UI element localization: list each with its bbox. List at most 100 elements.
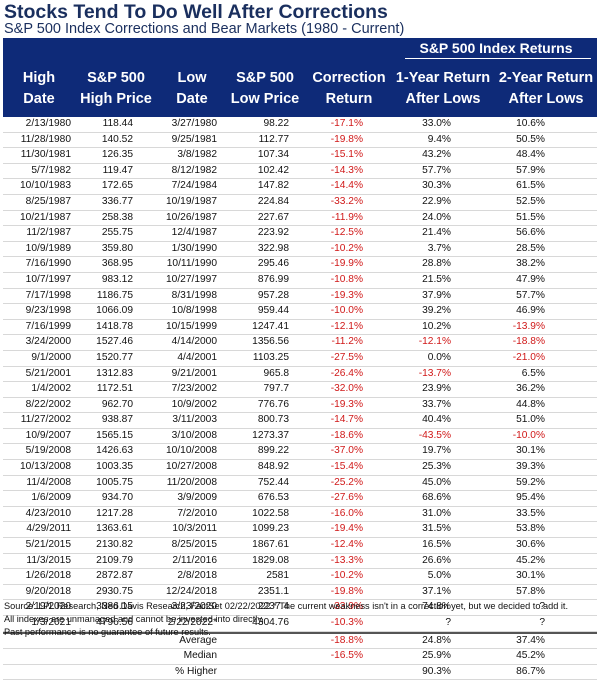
- cell-low-date: 9/25/1981: [171, 133, 217, 145]
- cell-high-date: 1/26/2018: [25, 570, 71, 582]
- cell-one-year-return: 9.4%: [427, 133, 451, 145]
- cell-low-price: 112.77: [258, 133, 289, 145]
- cell-correction-return: -19.8%: [330, 585, 363, 597]
- table-row: 5/21/2015 2130.82 8/25/2015 1867.61 -12.4% 16…: [3, 538, 597, 554]
- cell-correction-return: -19.3%: [330, 398, 363, 410]
- cell-low-price: 1829.08: [252, 554, 289, 566]
- page-subtitle: S&P 500 Index Corrections and Bear Marke…: [4, 21, 405, 37]
- cell-correction-return: -19.4%: [330, 523, 363, 535]
- cell-low-date: 10/19/1987: [166, 195, 217, 207]
- cell-low-date: 2/8/2018: [177, 570, 217, 582]
- cell-low-price: 322.98: [257, 242, 289, 254]
- cell-low-date: 8/31/1998: [171, 289, 217, 301]
- table-row: 1/6/2009 934.70 3/9/2009 676.53 -27.6% 68.6% 9…: [3, 491, 597, 507]
- cell-low-date: 10/8/1998: [171, 305, 217, 317]
- cell-high-price: 336.77: [101, 195, 133, 207]
- col-head-high-price: S&P 500 High Price: [80, 70, 152, 107]
- cell-low-price: 98.22: [263, 118, 290, 129]
- page-title: Stocks Tend To Do Well After Corrections: [4, 1, 388, 23]
- cell-one-year-return: 45.0%: [422, 476, 451, 488]
- summary-correction: -16.5%: [330, 650, 363, 662]
- cell-correction-return: -33.2%: [330, 195, 363, 207]
- cell-high-date: 11/28/1980: [20, 133, 71, 145]
- cell-two-year-return: 47.9%: [516, 273, 545, 285]
- cell-low-price: 959.44: [257, 305, 289, 317]
- cell-one-year-return: 23.9%: [422, 383, 451, 395]
- cell-high-date: 10/10/1983: [20, 180, 71, 192]
- cell-low-date: 10/10/2008: [166, 445, 217, 457]
- table-row: 8/22/2002 962.70 10/9/2002 776.76 -19.3% 33.7…: [3, 398, 597, 414]
- cell-two-year-return: ?: [539, 617, 545, 628]
- cell-correction-return: -14.4%: [330, 180, 363, 192]
- table-row: 11/28/1980 140.52 9/25/1981 112.77 -19.8% 9.4…: [3, 133, 597, 149]
- cell-high-date: 9/20/2018: [25, 585, 71, 597]
- cell-high-price: 368.95: [101, 258, 133, 270]
- cell-high-price: 1426.63: [96, 445, 133, 457]
- table-row: 8/25/1987 336.77 10/19/1987 224.84 -33.2% 22.…: [3, 195, 597, 211]
- cell-two-year-return: -10.0%: [512, 429, 545, 441]
- cell-correction-return: -37.0%: [330, 445, 363, 457]
- cell-one-year-return: 19.7%: [422, 445, 451, 457]
- cell-one-year-return: 40.4%: [422, 414, 451, 426]
- cell-high-price: 1217.28: [96, 507, 133, 519]
- cell-low-date: 7/24/1984: [171, 180, 217, 192]
- cell-high-date: 8/25/1987: [25, 195, 71, 207]
- cell-low-date: 10/9/2002: [171, 398, 217, 410]
- cell-low-price: 223.92: [257, 227, 289, 239]
- cell-high-price: 1066.09: [96, 305, 133, 317]
- cell-high-price: 983.12: [101, 273, 133, 285]
- table-row: 5/7/1982 119.47 8/12/1982 102.42 -14.3% 57.7%…: [3, 164, 597, 180]
- cell-high-price: 1418.78: [96, 320, 133, 332]
- cell-low-price: 295.46: [257, 258, 289, 270]
- table-row: 1/3/2021 4796.56 2/22/2022* 4304.76 -10.3%??: [3, 616, 597, 632]
- cell-two-year-return: -18.8%: [512, 336, 545, 348]
- cell-low-price: 224.84: [257, 195, 289, 207]
- cell-high-date: 10/9/1989: [25, 242, 71, 254]
- cell-low-price: 1356.56: [252, 336, 289, 348]
- cell-low-price: 1867.61: [252, 539, 289, 551]
- cell-high-price: 255.75: [101, 227, 133, 239]
- cell-high-price: 1565.15: [96, 429, 133, 441]
- cell-high-date: 5/7/1982: [31, 164, 71, 176]
- cell-low-price: 848.92: [257, 461, 289, 473]
- cell-one-year-return: 43.2%: [422, 149, 451, 161]
- cell-high-date: 5/19/2008: [25, 445, 71, 457]
- cell-low-date: 11/20/2008: [166, 476, 217, 488]
- cell-one-year-return: 37.1%: [422, 585, 451, 597]
- cell-two-year-return: 10.6%: [516, 118, 545, 129]
- cell-correction-return: -33.9%: [330, 601, 363, 613]
- cell-high-price: 2130.82: [96, 539, 133, 551]
- cell-one-year-return: 74.8%: [422, 601, 451, 613]
- cell-high-price: 258.38: [101, 211, 133, 223]
- table-row: 3/24/2000 1527.46 4/14/2000 1356.56 -11.2% -1…: [3, 335, 597, 351]
- cell-high-price: 1172.51: [96, 383, 133, 395]
- cell-correction-return: -19.9%: [330, 258, 363, 270]
- cell-one-year-return: 37.9%: [422, 289, 451, 301]
- cell-low-price: 876.99: [257, 273, 289, 285]
- cell-correction-return: -27.5%: [330, 351, 363, 363]
- cell-low-date: 3/23/2020: [171, 601, 217, 613]
- table-row: 4/29/2011 1363.61 10/3/2011 1099.23 -19.4% 31…: [3, 522, 597, 539]
- cell-high-date: 2/13/1980: [25, 118, 71, 129]
- cell-two-year-return: 46.9%: [516, 305, 545, 317]
- table-row: 11/3/2015 2109.79 2/11/2016 1829.08 -13.3% 26…: [3, 554, 597, 570]
- cell-one-year-return: 31.5%: [422, 523, 451, 535]
- summary-row: % Higher 90.3% 86.7%: [3, 665, 597, 680]
- cell-high-date: 4/23/2010: [25, 507, 71, 519]
- cell-correction-return: -16.0%: [330, 507, 363, 519]
- cell-one-year-return: 16.5%: [422, 539, 451, 551]
- footnote-source: Source: LPL Research, Ned Davis Research…: [4, 601, 569, 611]
- cell-low-price: 965.8: [263, 367, 290, 379]
- table-row: 11/4/2008 1005.75 11/20/2008 752.44 -25.2% 45…: [3, 476, 597, 492]
- table-row: 9/20/2018 2930.75 12/24/2018 2351.1 -19.8% 37…: [3, 585, 597, 601]
- table-row: 11/2/1987 255.75 12/4/1987 223.92 -12.5% 21.4…: [3, 226, 597, 242]
- cell-one-year-return: 22.9%: [422, 195, 451, 207]
- cell-one-year-return: 26.6%: [422, 554, 451, 566]
- cell-low-date: 9/21/2001: [171, 367, 217, 379]
- cell-high-date: 10/21/1987: [20, 211, 71, 223]
- table-row: 10/10/1983 172.65 7/24/1984 147.82 -14.4% 30.…: [3, 179, 597, 195]
- cell-low-date: 8/12/1982: [171, 164, 217, 176]
- cell-correction-return: -10.2%: [330, 570, 363, 582]
- cell-low-date: 10/26/1987: [166, 211, 217, 223]
- cell-high-date: 1/4/2002: [31, 383, 71, 395]
